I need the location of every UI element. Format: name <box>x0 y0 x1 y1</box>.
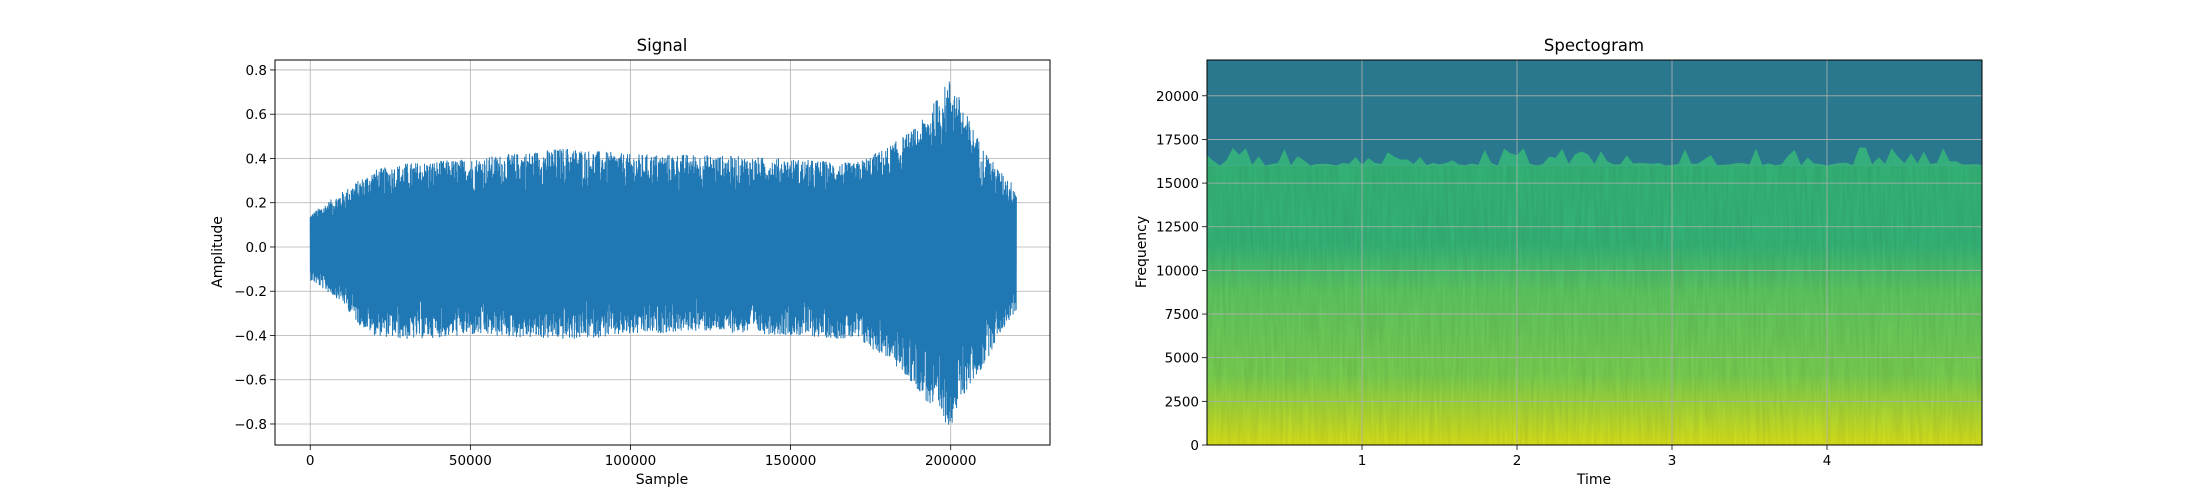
spectrogram-cutoff-edge <box>1207 147 1982 166</box>
spectrogram-xlabel: Time <box>1576 472 1611 488</box>
spectrogram-y-tick-label: 0 <box>1190 438 1199 454</box>
spectrogram-chart: 1 2 3 4 0 2500 5000 7500 10000 12500 15000 17500 20… <box>1134 36 1983 488</box>
spectrogram-y-tick-label: 5000 <box>1165 351 1199 367</box>
signal-y-tick-label: 0.0 <box>246 240 267 256</box>
signal-x-ticks: 0 50000 100000 150000 200000 <box>306 445 977 469</box>
spectrogram-texture <box>1207 165 1982 445</box>
spectrogram-x-ticks: 1 2 3 4 <box>1358 445 1832 469</box>
spectrogram-title: Spectogram <box>1544 36 1644 55</box>
spectrogram-upper-band <box>1207 60 1982 166</box>
spectrogram-y-ticks: 0 2500 5000 7500 10000 12500 15000 17500 20000 <box>1156 89 1207 454</box>
signal-x-tick-label: 100000 <box>605 453 657 469</box>
signal-x-tick-label: 150000 <box>765 453 817 469</box>
signal-ylabel: Amplitude <box>210 216 226 288</box>
signal-waveform <box>309 81 1017 425</box>
signal-y-tick-label: −0.6 <box>234 373 267 389</box>
signal-frame <box>274 59 1051 446</box>
signal-y-tick-label: 0.4 <box>246 151 267 167</box>
spectrogram-ylabel: Frequency <box>1134 216 1150 288</box>
signal-x-tick-label: 200000 <box>925 453 977 469</box>
signal-y-tick-label: 0.8 <box>246 63 267 79</box>
spectrogram-y-tick-label: 15000 <box>1156 176 1199 192</box>
spectrogram-y-tick-label: 17500 <box>1156 132 1199 148</box>
spectrogram-y-tick-label: 2500 <box>1165 394 1199 410</box>
signal-chart: 0 50000 100000 150000 200000 −0.8−0.6−0.4−0.… <box>210 36 1051 488</box>
spectrogram-y-tick-label: 7500 <box>1165 307 1199 323</box>
spectrogram-x-tick-label: 4 <box>1823 453 1832 469</box>
spectrogram-x-tick-label: 1 <box>1358 453 1367 469</box>
signal-x-tick-label: 0 <box>306 453 315 469</box>
spectrogram-y-tick-label: 10000 <box>1156 263 1199 279</box>
signal-xlabel: Sample <box>636 472 689 488</box>
signal-y-tick-label: −0.2 <box>234 284 267 300</box>
spectrogram-x-tick-label: 3 <box>1668 453 1677 469</box>
signal-y-tick-label: −0.4 <box>234 328 267 344</box>
signal-title: Signal <box>637 36 688 55</box>
signal-x-tick-label: 50000 <box>449 453 492 469</box>
signal-y-tick-label: 0.2 <box>246 196 267 212</box>
spectrogram-y-tick-label: 12500 <box>1156 220 1199 236</box>
signal-y-tick-label: 0.6 <box>246 107 267 123</box>
spectrogram-x-tick-label: 2 <box>1513 453 1522 469</box>
signal-y-ticks: −0.8 −0.6 −0.4 −0.2 0.0 0.2 0.4 0.6 0.8 <box>234 63 275 433</box>
spectrogram-y-tick-label: 20000 <box>1156 89 1199 105</box>
signal-y-tick-label: −0.8 <box>234 417 267 433</box>
spectrogram-frame <box>1206 59 1983 446</box>
